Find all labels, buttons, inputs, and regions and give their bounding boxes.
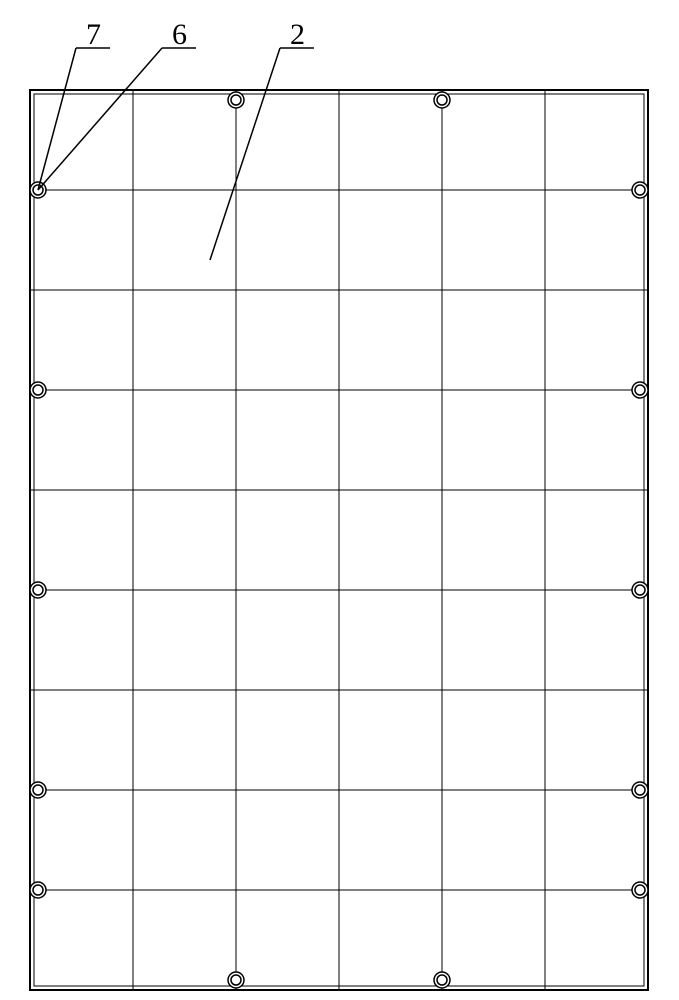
hole [632, 882, 648, 898]
hole [632, 582, 648, 598]
hole [30, 782, 46, 798]
callout-label: 7 [38, 18, 110, 190]
label-text: 2 [290, 18, 305, 51]
hole [632, 782, 648, 798]
hole [228, 92, 244, 108]
hole [434, 92, 450, 108]
hole [632, 382, 648, 398]
hole [228, 972, 244, 988]
hole [30, 582, 46, 598]
hole [434, 972, 450, 988]
leader-line [210, 48, 280, 260]
hole [30, 382, 46, 398]
hole [632, 182, 648, 198]
hole [30, 882, 46, 898]
label-text: 7 [86, 18, 101, 51]
callout-label: 2 [210, 18, 314, 260]
label-text: 6 [172, 18, 187, 51]
